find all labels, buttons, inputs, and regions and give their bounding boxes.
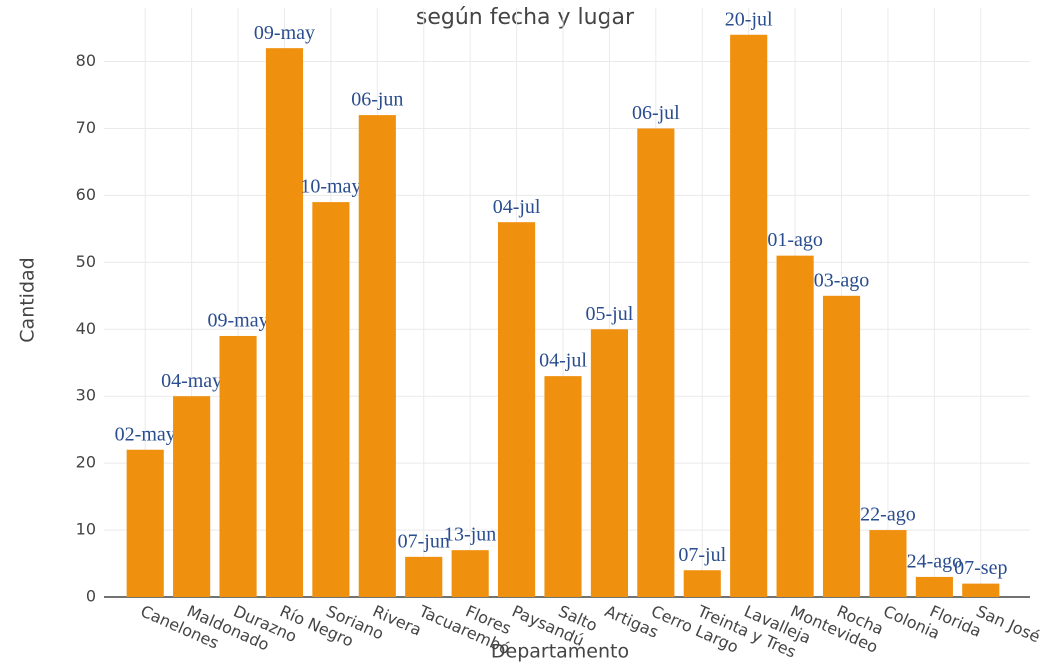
bar (219, 335, 257, 597)
y-tick-label: 40 (76, 319, 96, 338)
annotation: 05-jul (586, 303, 634, 325)
annotation: 07-jun (398, 530, 450, 552)
y-tick-label: 0 (86, 587, 96, 606)
annotation: 20-jul (725, 8, 773, 30)
y-tick-label: 70 (76, 118, 96, 137)
bar (915, 576, 953, 597)
y-axis-label: Cantidad (17, 257, 39, 342)
y-tick-label: 10 (76, 520, 96, 539)
bar (544, 376, 582, 597)
annotation: 24-ago (907, 551, 963, 573)
bar (126, 449, 164, 597)
y-tick-label: 50 (76, 252, 96, 271)
bar (730, 34, 768, 598)
y-tick-label: 30 (76, 386, 96, 405)
bar (312, 202, 350, 597)
annotation: 04-may (161, 370, 222, 392)
bar (498, 222, 536, 597)
bar (822, 295, 861, 597)
bar (869, 530, 907, 597)
annotation: 10-may (300, 176, 361, 198)
y-tick-label: 20 (76, 453, 96, 472)
bar (590, 329, 628, 597)
bar (358, 115, 396, 597)
annotation: 07-jul (678, 544, 726, 566)
annotation: 13-jun (444, 524, 496, 546)
chart-title: según fecha y lugar (416, 5, 635, 30)
annotation: 06-jun (351, 89, 403, 111)
bar (405, 556, 443, 597)
annotation: 01-ago (767, 229, 823, 251)
bar (265, 48, 304, 597)
annotation: 02-may (115, 423, 176, 445)
annotation: 09-may (208, 310, 269, 332)
bar (962, 583, 1000, 597)
annotation: 22-ago (860, 504, 916, 526)
annotation: 07-sep (954, 557, 1007, 579)
bar (173, 396, 211, 597)
annotation: 06-jul (632, 102, 680, 124)
bar (683, 570, 721, 597)
annotation: 04-jul (539, 350, 587, 372)
bar (451, 550, 489, 597)
y-tick-label: 80 (76, 51, 96, 70)
x-axis-label: Departamento (491, 641, 629, 663)
annotation: 03-ago (814, 269, 870, 291)
annotation: 04-jul (493, 196, 541, 218)
y-tick-label: 60 (76, 185, 96, 204)
bar (776, 255, 814, 598)
bar (637, 128, 675, 597)
annotation: 09-may (254, 22, 315, 44)
